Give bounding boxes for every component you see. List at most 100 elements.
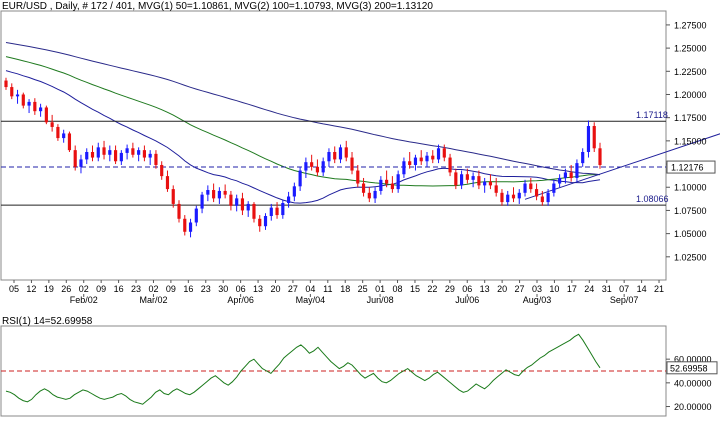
- candle-body: [310, 162, 314, 167]
- price-panel: [0, 10, 667, 281]
- date-tick-label: 04: [305, 284, 315, 294]
- candle-body: [56, 126, 60, 139]
- candle-body: [4, 80, 8, 88]
- candle-body: [200, 194, 204, 209]
- candle-body: [304, 162, 308, 171]
- price-tick-label: 1.17500: [674, 113, 707, 123]
- candle-body: [62, 133, 66, 139]
- candle-body: [390, 183, 394, 190]
- candle-body: [558, 177, 562, 184]
- price-tick-label: 1.10000: [674, 183, 707, 193]
- candle-body: [552, 183, 556, 193]
- candle-body: [67, 133, 72, 151]
- candle-body: [546, 192, 550, 203]
- month-label: May/04: [296, 295, 326, 305]
- candle-body: [511, 194, 516, 199]
- candle-body: [212, 190, 216, 199]
- candle-body: [315, 166, 320, 173]
- date-tick-label: 15: [410, 284, 420, 294]
- month-label: Jul/06: [455, 295, 479, 305]
- date-tick-label: 29: [445, 284, 455, 294]
- candle-body: [171, 189, 175, 204]
- date-tick-label: 01: [375, 284, 385, 294]
- candle-body: [154, 153, 158, 165]
- candle-body: [431, 155, 435, 160]
- candle-body: [460, 174, 464, 186]
- candle-body: [344, 147, 348, 158]
- date-axis: 05 12 19 26 02 09 16 23 02 09 16 23 30 06 13 20 27 04 11 18…: [9, 280, 664, 305]
- trendline: [524, 133, 720, 200]
- date-tick-label: 13: [253, 284, 263, 294]
- date-tick-label: 09: [96, 284, 106, 294]
- date-tick-label: 30: [218, 284, 228, 294]
- price-tick-label: 1.05000: [674, 229, 707, 239]
- candle-body: [500, 192, 504, 203]
- month-label: Sep/07: [610, 295, 639, 305]
- date-tick-label: 27: [288, 284, 298, 294]
- date-tick-label: 31: [602, 284, 612, 294]
- candle-body: [235, 198, 239, 206]
- candle-body: [177, 203, 181, 219]
- date-tick-label: 16: [114, 284, 124, 294]
- price-tick-label: 1.25000: [674, 44, 707, 54]
- candle-body: [286, 196, 291, 204]
- rsi-indicator: 60.00000 40.00000 20.00000 52.69958: [1, 333, 718, 412]
- price-tick-label: 1.07500: [674, 206, 707, 216]
- candle-body: [408, 161, 412, 165]
- candle-body: [142, 150, 146, 158]
- candle-body: [73, 150, 77, 167]
- candle-body: [436, 148, 441, 160]
- candle-body: [39, 107, 43, 112]
- candle-body: [534, 189, 539, 197]
- ma-100-line: [5, 56, 600, 187]
- level-labels: 1.17118 1.08066 1.12176: [636, 110, 716, 204]
- candle-body: [477, 176, 481, 186]
- date-tick-label: 12: [26, 284, 36, 294]
- date-tick-label: 21: [654, 284, 664, 294]
- candle-body: [113, 150, 118, 162]
- month-label: Feb/02: [70, 295, 98, 305]
- candle-body: [131, 148, 135, 155]
- candle-body: [102, 147, 106, 155]
- date-tick-label: 10: [549, 284, 559, 294]
- ma-200-line: [5, 42, 601, 176]
- candle-body: [292, 186, 296, 197]
- candle-body: [246, 203, 250, 211]
- candle-body: [494, 185, 498, 193]
- price-tick-label: 1.20000: [674, 90, 707, 100]
- candle-body: [385, 179, 389, 184]
- candle-body: [321, 161, 325, 173]
- candle-body: [402, 161, 406, 175]
- candle-body: [263, 215, 268, 227]
- candle-body: [356, 170, 360, 184]
- date-tick-label: 20: [497, 284, 507, 294]
- candle-body: [148, 153, 152, 158]
- rsi-header: RSI(1) 14=52.69958: [2, 316, 93, 327]
- candle-body: [275, 207, 279, 216]
- candle-body: [108, 150, 112, 155]
- candle-body: [206, 190, 210, 195]
- candle-body: [373, 190, 377, 199]
- candle-body: [44, 107, 48, 123]
- date-tick-label: 24: [584, 284, 594, 294]
- candle-body: [419, 157, 423, 162]
- date-tick-label: 02: [79, 284, 89, 294]
- candle-body: [119, 152, 123, 162]
- month-label: Aug/03: [523, 295, 552, 305]
- candle-body: [50, 122, 54, 127]
- candle-body: [448, 157, 452, 173]
- candle-body: [27, 101, 31, 106]
- candle-body: [165, 176, 170, 190]
- candle-body: [298, 170, 302, 187]
- current-price-label: 1.12176: [671, 163, 704, 173]
- candle-body: [281, 203, 285, 216]
- candle-body: [338, 147, 343, 160]
- candle-body: [598, 148, 602, 165]
- date-tick-label: 06: [462, 284, 472, 294]
- candle-body: [90, 151, 95, 158]
- price-tick-label: 1.02500: [674, 252, 707, 262]
- date-tick-label: 16: [183, 284, 193, 294]
- candle-body: [367, 192, 371, 199]
- level-label: 1.08066: [636, 194, 669, 204]
